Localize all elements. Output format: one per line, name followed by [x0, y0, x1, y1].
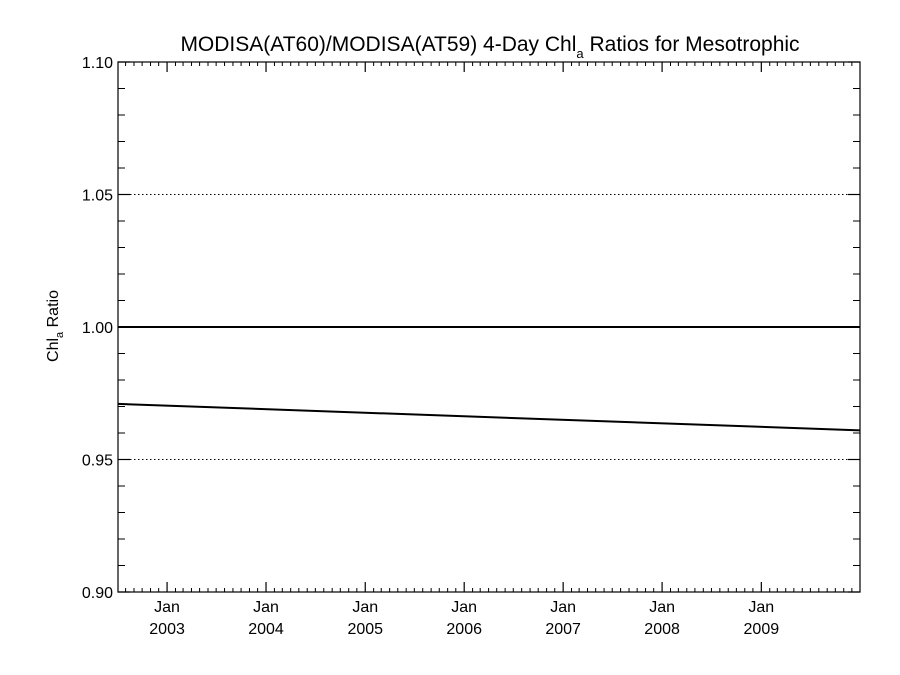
y-tick-labels: 0.90 0.95 1.00 1.05 1.10	[82, 55, 113, 602]
x-tick-label-year: 2007	[545, 621, 581, 638]
chart-title: MODISA(AT60)/MODISA(AT59) 4-Day Chla Rat…	[180, 33, 799, 61]
x-tick-label-month: Jan	[451, 599, 477, 616]
x-tick-label-year: 2004	[248, 621, 284, 638]
x-tick-label-year: 2008	[644, 621, 680, 638]
series-line	[117, 402, 861, 432]
grid-lines	[118, 61, 860, 460]
y-tick-label: 1.05	[82, 188, 113, 205]
chart-title-suffix: Ratios for Mesotrophic	[584, 33, 800, 56]
minor-ticks	[118, 62, 860, 592]
x-tick-label-year: 2009	[744, 621, 780, 638]
y-axis-label-main: Chl	[45, 338, 62, 362]
chart-title-main: MODISA(AT60)/MODISA(AT59) 4-Day Chl	[180, 33, 576, 56]
x-tick-label-year: 2003	[149, 621, 185, 638]
y-axis-label-suffix: Ratio	[45, 290, 62, 332]
x-tick-label-month: Jan	[253, 599, 279, 616]
chart-title-subscript: a	[576, 46, 584, 61]
x-tick-label-year: 2005	[347, 621, 383, 638]
plot-frame	[117, 61, 861, 593]
y-tick-label: 1.10	[82, 55, 113, 72]
series-layer	[117, 326, 861, 432]
x-tick-label-month: Jan	[649, 599, 675, 616]
y-axis-label-subscript: a	[54, 331, 66, 338]
x-tick-label-month: Jan	[352, 599, 378, 616]
x-tick-label-year: 2006	[446, 621, 482, 638]
major-ticks	[118, 61, 860, 593]
y-tick-label: 0.90	[82, 585, 113, 602]
x-tick-label-month: Jan	[154, 599, 180, 616]
y-axis-label: Chla Ratio	[45, 290, 66, 362]
x-tick-label-month: Jan	[748, 599, 774, 616]
y-tick-label: 1.00	[82, 320, 113, 337]
x-tick-labels: Jan 2003 Jan 2004 Jan 2005 Jan 2006 Jan 2007 Jan 20…	[149, 599, 779, 638]
x-tick-label-month: Jan	[550, 599, 576, 616]
y-tick-label: 0.95	[82, 453, 113, 470]
